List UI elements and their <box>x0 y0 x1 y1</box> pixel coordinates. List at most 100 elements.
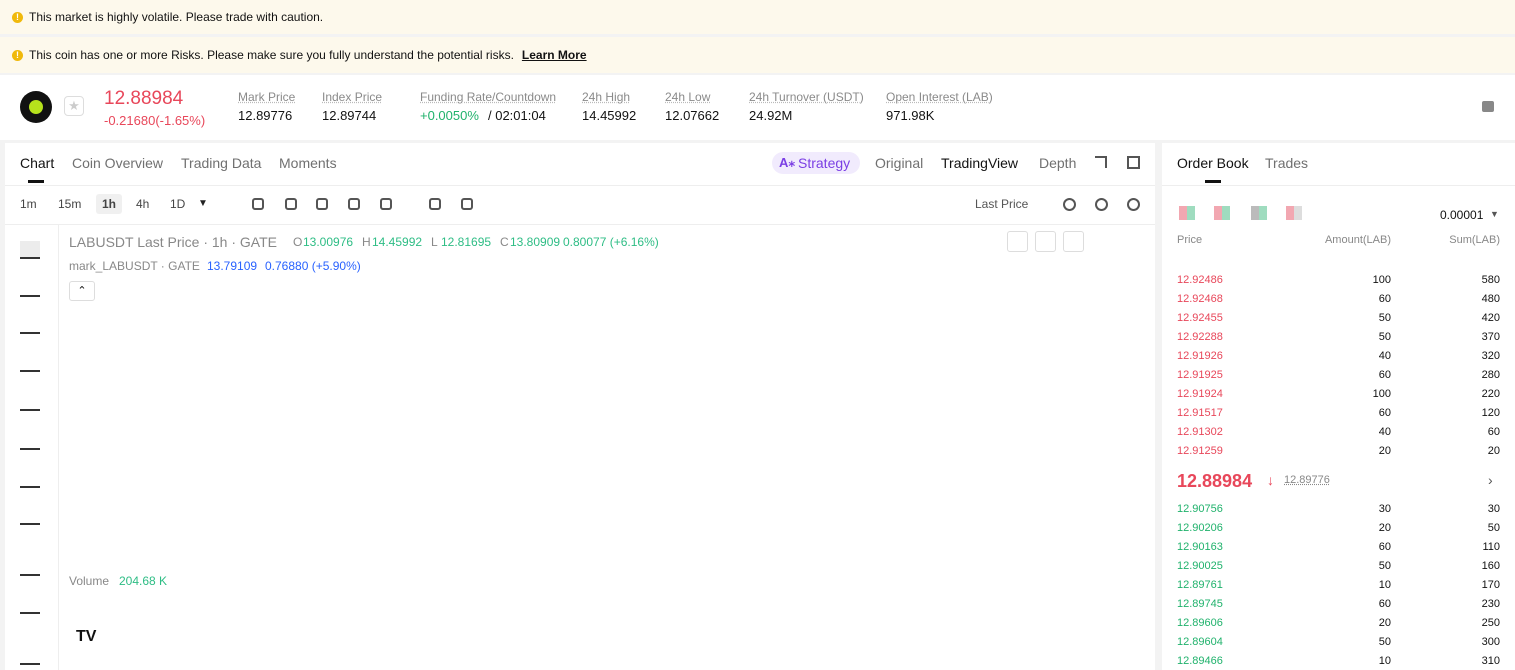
chart-tab[interactable]: Coin Overview <box>72 155 164 171</box>
ohlc-value: 13.80909 <box>510 235 561 249</box>
chart-panel <box>5 143 1155 670</box>
interval[interactable]: 1h <box>96 194 123 214</box>
book-tab[interactable]: Order Book <box>1177 155 1249 171</box>
book-sum: 160 <box>1481 560 1500 572</box>
book-sum: 230 <box>1481 598 1500 610</box>
ohlc-key: L <box>431 235 438 249</box>
more-arrow[interactable]: › <box>1488 472 1493 488</box>
drawing-tool[interactable] <box>20 647 40 665</box>
stat-label: 24h Low <box>665 90 711 104</box>
book-price: 12.91926 <box>1177 350 1223 362</box>
drawing-tool[interactable] <box>20 393 40 411</box>
legend-change: 0.80077 (+6.16%) <box>563 235 659 249</box>
toolbar-icon[interactable] <box>252 198 264 210</box>
drawing-tool[interactable] <box>20 470 40 488</box>
book-amount: 10 <box>1378 579 1391 591</box>
book-view-icon[interactable] <box>1251 206 1267 220</box>
interval[interactable]: 1m <box>20 197 37 211</box>
book-sum: 220 <box>1481 388 1500 400</box>
interval-dropdown[interactable]: ▼ <box>198 198 208 209</box>
drawing-tool[interactable] <box>20 354 40 372</box>
book-sum: 280 <box>1481 369 1500 381</box>
drawing-tool[interactable] <box>20 279 40 297</box>
book-sum: 300 <box>1481 636 1500 648</box>
window-icon[interactable] <box>1127 156 1140 169</box>
view-tab[interactable]: Strategy <box>798 155 851 171</box>
fullscreen-icon[interactable] <box>1095 156 1107 168</box>
book-last-price: 12.88984 <box>1177 471 1253 491</box>
toolbar-divider <box>5 224 1155 225</box>
book-price: 12.92468 <box>1177 293 1223 305</box>
book-price: 12.92455 <box>1177 312 1223 324</box>
book-view-icon[interactable] <box>1214 206 1230 220</box>
drawing-tool[interactable] <box>20 507 40 525</box>
notes-icon[interactable] <box>1482 101 1494 112</box>
drawing-tool[interactable] <box>20 596 40 614</box>
book-amount: 60 <box>1378 293 1391 305</box>
chart-tab[interactable]: Trading Data <box>181 155 262 171</box>
drawing-tool[interactable] <box>20 316 40 334</box>
stat-value: 12.89776 <box>238 108 293 123</box>
book-amount: 50 <box>1378 560 1391 572</box>
favorite-star[interactable]: ★ <box>64 96 84 116</box>
volume-last: 54.35 K <box>1097 652 1139 666</box>
toolbar-icon[interactable] <box>461 198 473 210</box>
ticker-bar: ★ 12.88984 -0.21680(-1.65%) Mark Price 12… <box>0 75 1515 140</box>
book-price: 12.92486 <box>1177 274 1223 286</box>
book-amount: 60 <box>1378 541 1391 553</box>
precision[interactable]: 0.00001 <box>1440 208 1484 222</box>
book-view-icon[interactable] <box>1179 206 1195 220</box>
book-sum: 250 <box>1481 617 1500 629</box>
view-tab[interactable]: Depth <box>1039 155 1077 171</box>
price-source[interactable]: Last Price <box>975 197 1029 211</box>
pane-button[interactable] <box>1035 231 1056 252</box>
interval[interactable]: 15m <box>58 197 82 211</box>
mark-change: 0.76880 (+5.90%) <box>265 259 361 273</box>
precision-arrow: ▼ <box>1490 209 1499 219</box>
book-sum: 580 <box>1481 274 1500 286</box>
chart-tab[interactable]: Moments <box>279 155 337 171</box>
book-amount: 50 <box>1378 331 1391 343</box>
drawing-tool[interactable] <box>20 432 40 450</box>
stat-label: 24h High <box>582 90 631 104</box>
toolbar-icon[interactable] <box>1095 198 1108 211</box>
view-tab[interactable]: TradingView <box>941 155 1019 171</box>
toolbar-icon[interactable] <box>380 198 392 210</box>
book-price: 12.89606 <box>1177 617 1223 629</box>
book-amount: 50 <box>1378 636 1391 648</box>
collapse-button[interactable]: ⌃ <box>69 281 95 301</box>
chart-tab[interactable]: Chart <box>20 155 55 171</box>
stat-value: 14.45992 <box>582 108 637 123</box>
learn-more-link[interactable]: Learn More <box>521 48 587 62</box>
strategy-pill <box>772 152 860 174</box>
pane-button[interactable] <box>1007 231 1028 252</box>
toolbar-icon[interactable] <box>285 198 297 210</box>
coin-logo <box>20 91 52 123</box>
interval[interactable]: 4h <box>136 197 150 211</box>
toolbar-icon[interactable] <box>1127 198 1140 211</box>
toolbar-icon[interactable] <box>348 198 360 210</box>
view-tab[interactable]: Original <box>875 155 924 171</box>
banner-text: This market is highly volatile. Please t… <box>29 10 324 24</box>
toolbar-icon[interactable] <box>316 198 328 210</box>
mark-value: 13.79109 <box>207 259 258 273</box>
toolbar-icon[interactable] <box>1063 198 1076 211</box>
ohlc-key: H <box>362 235 371 249</box>
risk-banner: ! This coin has one or more Risks. Please… <box>0 37 1515 73</box>
drawing-tool[interactable] <box>20 241 40 259</box>
drawing-tool[interactable] <box>20 558 40 576</box>
stat-label: 24h Turnover (USDT) <box>749 90 864 104</box>
ohlc-value: 14.45992 <box>372 235 423 249</box>
ohlc-key: C <box>500 235 509 249</box>
book-price: 12.91517 <box>1177 407 1223 419</box>
book-tab[interactable]: Trades <box>1265 155 1309 171</box>
stat-label: Open Interest (LAB) <box>886 90 993 104</box>
stat-label: Index Price <box>322 90 383 104</box>
pane-button[interactable] <box>1063 231 1084 252</box>
book-sum: 20 <box>1487 445 1500 457</box>
book-view-icon[interactable] <box>1286 206 1302 220</box>
toolbar-icon[interactable] <box>429 198 441 210</box>
interval[interactable]: 1D <box>170 197 186 211</box>
book-sum: 60 <box>1487 426 1500 438</box>
book-price: 12.91924 <box>1177 388 1223 400</box>
